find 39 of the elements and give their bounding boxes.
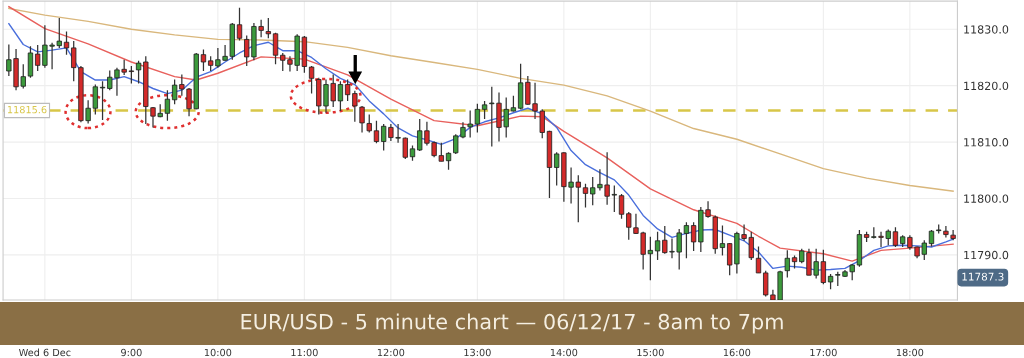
candlestick	[63, 30, 70, 56]
candlestick	[265, 17, 271, 39]
x-tick-label: 14:00	[550, 348, 578, 357]
candlestick	[272, 32, 279, 65]
y-tick-label: 11800.0	[964, 194, 1009, 203]
y-tick-label: 11820.0	[964, 81, 1009, 91]
candlestick	[755, 245, 762, 274]
text: EUR/USD - 5 minute chart — 06/12/17 - 8am to 7pm	[241, 313, 783, 334]
y-tick-label: 11810.0	[964, 138, 1009, 147]
ref-line-label: 11815.6	[7, 105, 47, 114]
candlestick	[892, 226, 899, 248]
candlestick	[654, 231, 661, 261]
y-tick-label: 11830.0	[964, 25, 1009, 34]
x-tick-label: 11:00	[291, 348, 318, 357]
candlestick	[373, 120, 380, 144]
candlestick	[99, 80, 106, 121]
candlestick	[200, 48, 207, 72]
text: 11787.3	[962, 272, 1004, 281]
candlestick	[784, 249, 790, 279]
candlestick	[135, 60, 142, 85]
x-tick-label: 15:00	[637, 348, 664, 357]
x-tick-label: 10:00	[204, 348, 232, 357]
candlestick	[481, 100, 488, 120]
candlestick	[683, 221, 690, 259]
x-tick-label: 16:00	[723, 348, 751, 357]
y-tick-label: 11790.0	[964, 250, 1009, 260]
candlestick	[27, 45, 34, 79]
candlestick	[719, 224, 726, 257]
x-tick-label: 13:00	[464, 348, 491, 357]
candlestick	[618, 193, 625, 220]
x-tick-label: 9:00	[121, 348, 142, 357]
candlestick	[164, 89, 171, 122]
candlestick	[236, 7, 243, 42]
candlestick	[582, 183, 589, 209]
candlestick	[337, 80, 344, 112]
x-tick-label: 17:00	[810, 348, 837, 357]
x-tick-label: 12:00	[377, 348, 405, 357]
x-tick-label: Wed 6 Dec	[19, 348, 71, 357]
x-tick-label: 18:00	[896, 348, 924, 357]
